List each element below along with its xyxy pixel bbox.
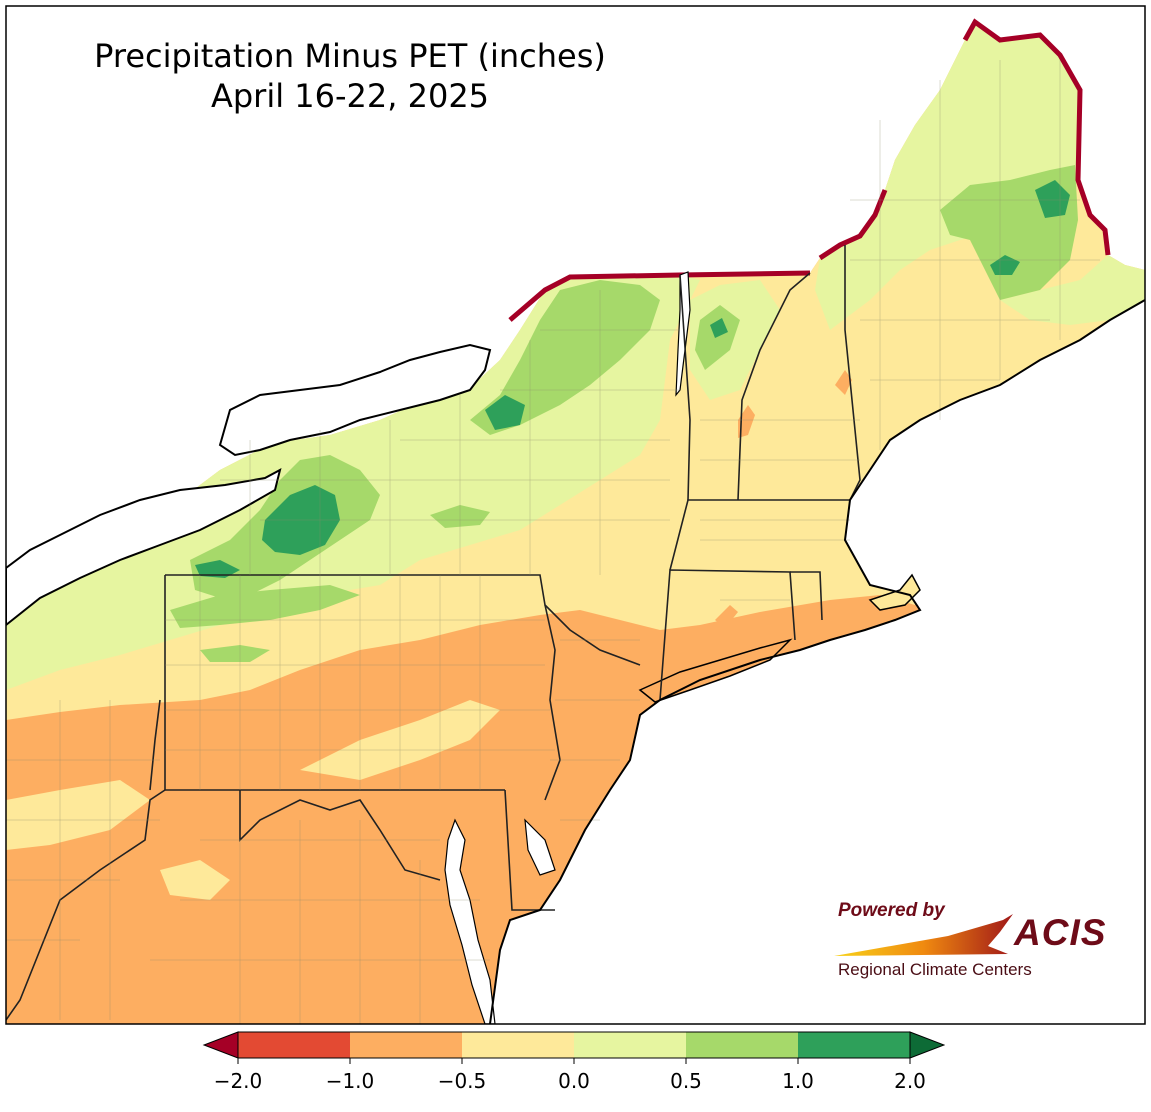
logo-swoosh xyxy=(834,914,1013,956)
colorbar-tick-label: −0.5 xyxy=(438,1069,487,1093)
green-region-pa2 xyxy=(200,645,270,662)
title-line-2: April 16-22, 2025 xyxy=(210,77,490,115)
colorbar-segment xyxy=(574,1032,686,1058)
colorbar-tick-label: −2.0 xyxy=(214,1069,263,1093)
colorbar-segment xyxy=(798,1032,910,1058)
map-canvas xyxy=(5,5,1146,1025)
county-lines xyxy=(6,60,1100,1024)
green-region-northny xyxy=(470,280,660,435)
color-legend: −2.0 −1.0 −0.5 0.0 0.5 1.0 2.0 xyxy=(200,1028,946,1108)
colorbar-segment xyxy=(686,1032,798,1058)
darkred-border-band xyxy=(508,270,811,322)
colorbar-tick-label: 1.0 xyxy=(782,1069,814,1093)
colorbar-segment xyxy=(238,1032,350,1058)
green-region-vermont xyxy=(695,305,740,370)
atlantic-ocean xyxy=(490,300,1145,1024)
yellow-patch-west xyxy=(6,780,150,850)
acis-logo: Powered by ACIS Regional Climate Centers xyxy=(828,898,1118,990)
lightgreen-maine-east xyxy=(1000,255,1145,325)
orange-patch-ct xyxy=(715,605,738,628)
colorbar-extend-high xyxy=(909,1031,946,1059)
darkgreen-region-westny2 xyxy=(195,560,240,578)
logo-subtitle: Regional Climate Centers xyxy=(838,960,1032,979)
lake-ontario xyxy=(218,343,492,457)
logo-acis-text: ACIS xyxy=(1014,912,1107,953)
map-border xyxy=(5,5,1146,1025)
green-region-pa xyxy=(170,585,360,628)
colorbar-segment xyxy=(350,1032,462,1058)
lightgreen-maine xyxy=(815,22,1080,330)
state-borders xyxy=(6,245,861,1021)
colorbar-svg: −2.0 −1.0 −0.5 0.0 0.5 1.0 2.0 xyxy=(202,1031,946,1093)
colorbar-tick-label: 0.5 xyxy=(670,1069,702,1093)
lightgreen-vermont xyxy=(690,280,780,400)
colorbar-segment xyxy=(462,1032,574,1058)
darkgreen-region-maine xyxy=(1035,180,1070,218)
orange-patch-me xyxy=(835,370,852,395)
delaware-bay xyxy=(524,818,556,876)
darkgreen-region-vermont xyxy=(710,318,728,338)
cape-cod xyxy=(868,573,921,611)
orange-patch-nh xyxy=(738,405,755,438)
colorbar-extend-low xyxy=(202,1031,239,1059)
colorbar-tick-label: 0.0 xyxy=(558,1069,590,1093)
coastline xyxy=(489,299,1145,1024)
darkgreen-region-northny xyxy=(485,395,525,430)
chesapeake-bay xyxy=(444,818,496,1024)
map-title: Precipitation Minus PET (inches) April 1… xyxy=(0,36,700,116)
title-line-1: Precipitation Minus PET (inches) xyxy=(94,37,606,75)
darkred-border-band-me xyxy=(818,18,1111,261)
logo-powered-by: Powered by xyxy=(838,900,945,921)
yellow-patch-wv xyxy=(160,860,230,900)
long-island xyxy=(638,638,793,703)
map-panel xyxy=(5,5,1146,1025)
colorbar-tick-label: 2.0 xyxy=(894,1069,926,1093)
colorbar-tick-label: −1.0 xyxy=(326,1069,375,1093)
